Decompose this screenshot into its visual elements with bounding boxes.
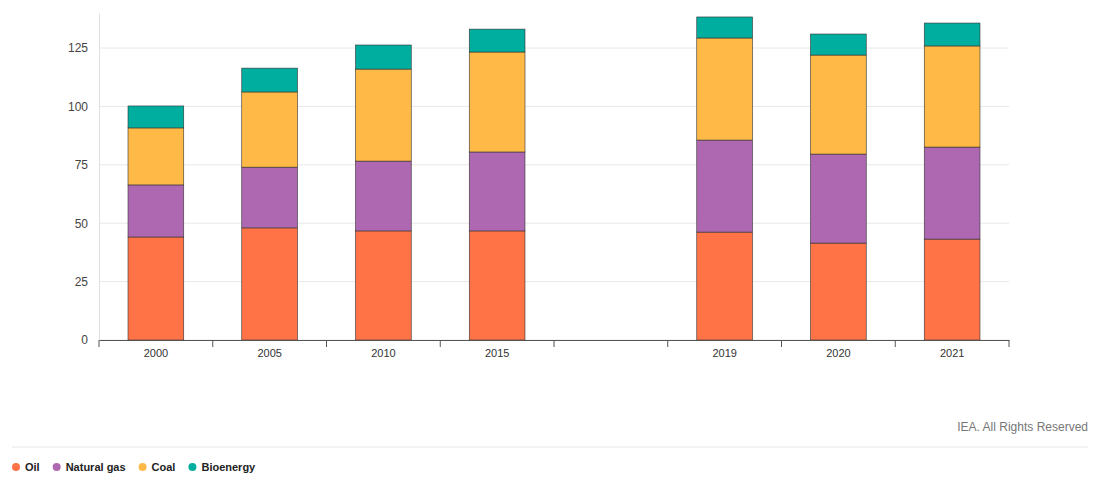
- x-axis: 2000 2005 2010 2015 2019 2020 2021: [100, 340, 1010, 359]
- bar-segment: [356, 161, 412, 231]
- series: [128, 17, 980, 128]
- y-tick-label: 0: [81, 333, 88, 347]
- legend-item: Bioenergy: [188, 461, 256, 473]
- bar-segment: [697, 17, 753, 38]
- y-tick: 25: [75, 275, 99, 289]
- y-tick: 0: [81, 333, 99, 347]
- bar-segment: [128, 106, 184, 128]
- category-divider: [440, 340, 441, 347]
- bar-segment: [469, 52, 525, 152]
- y-tick-label: 25: [75, 275, 89, 289]
- bar-segment: [697, 232, 753, 340]
- y-axis-line: [99, 14, 100, 341]
- y-tick: 50: [75, 217, 99, 231]
- legend-label: Oil: [25, 461, 40, 473]
- x-tick: 2019: [712, 340, 736, 359]
- x-tick: 2000: [144, 340, 168, 359]
- x-tick-label: 2005: [257, 347, 281, 359]
- grid-line: [99, 164, 1009, 165]
- x-tick: 2020: [826, 340, 850, 359]
- y-tick-label: 50: [75, 217, 89, 231]
- x-tick: 2015: [485, 340, 509, 359]
- legend-item: Oil: [12, 461, 40, 473]
- grid-line: [99, 106, 1009, 107]
- y-tick-label: 100: [68, 100, 88, 114]
- credit: IEA. All Rights Reserved: [957, 420, 1088, 434]
- category-divider: [99, 340, 100, 347]
- y-tick: 75: [75, 158, 99, 172]
- bar-segment: [811, 34, 867, 55]
- bar-segment: [924, 147, 980, 239]
- legend-label: Bioenergy: [201, 461, 256, 473]
- grid: [99, 48, 1009, 340]
- bar-segment: [811, 154, 867, 243]
- legend-swatch: [139, 463, 147, 471]
- bars: [128, 17, 980, 340]
- bar-segment: [469, 231, 525, 340]
- grid-line: [99, 48, 1009, 49]
- bar-segment: [128, 185, 184, 237]
- bar-segment: [356, 45, 412, 69]
- x-tick-label: 2021: [940, 347, 964, 359]
- legend-item: Natural gas: [53, 461, 126, 473]
- bar-segment: [697, 140, 753, 232]
- bar-segment: [356, 69, 412, 161]
- legend: Oil Natural gas Coal Bioenergy: [12, 461, 256, 473]
- legend-item: Coal: [139, 461, 176, 473]
- series: [128, 228, 980, 340]
- bar-segment: [811, 243, 867, 340]
- bar-segment: [242, 92, 298, 167]
- grid-line: [99, 223, 1009, 224]
- separator: [12, 447, 1088, 448]
- bar-segment: [242, 228, 298, 340]
- x-tick-label: 2015: [485, 347, 509, 359]
- bar-segment: [924, 23, 980, 46]
- x-tick: 2010: [371, 340, 395, 359]
- x-tick-label: 2010: [371, 347, 395, 359]
- bar-segment: [242, 68, 298, 92]
- bar-segment: [924, 239, 980, 340]
- legend-swatch: [188, 463, 196, 471]
- bar-segment: [924, 46, 980, 147]
- bar-segment: [128, 128, 184, 185]
- category-divider: [554, 340, 555, 347]
- y-axis: 0 25 50 75 100 125: [68, 14, 100, 348]
- x-tick: 2005: [257, 340, 281, 359]
- grid-line: [99, 281, 1009, 282]
- x-tick-label: 2000: [144, 347, 168, 359]
- y-tick: 125: [68, 41, 99, 55]
- chart: 0 25 50 75 100 125 2000 2005 2010 2015 2019 2020 202…: [0, 0, 1100, 479]
- legend-label: Natural gas: [66, 461, 126, 473]
- bar-segment: [811, 55, 867, 154]
- x-tick-label: 2019: [712, 347, 736, 359]
- x-tick: 2021: [940, 340, 964, 359]
- x-tick-label: 2020: [826, 347, 850, 359]
- y-tick-label: 75: [75, 158, 89, 172]
- bar-segment: [242, 167, 298, 228]
- bar-segment: [469, 152, 525, 231]
- category-divider: [326, 340, 327, 347]
- y-tick-label: 125: [68, 41, 88, 55]
- legend-swatch: [12, 463, 20, 471]
- category-divider: [1009, 340, 1010, 347]
- bar-segment: [128, 237, 184, 340]
- category-dividers: [99, 340, 1009, 347]
- bar-segment: [469, 29, 525, 52]
- bar-segment: [356, 231, 412, 340]
- bar-segment: [697, 38, 753, 140]
- category-divider: [212, 340, 213, 347]
- series: [128, 38, 980, 185]
- category-divider: [781, 340, 782, 347]
- y-tick: 100: [68, 100, 99, 114]
- category-divider: [667, 340, 668, 347]
- legend-label: Coal: [152, 461, 176, 473]
- legend-swatch: [53, 463, 61, 471]
- category-divider: [895, 340, 896, 347]
